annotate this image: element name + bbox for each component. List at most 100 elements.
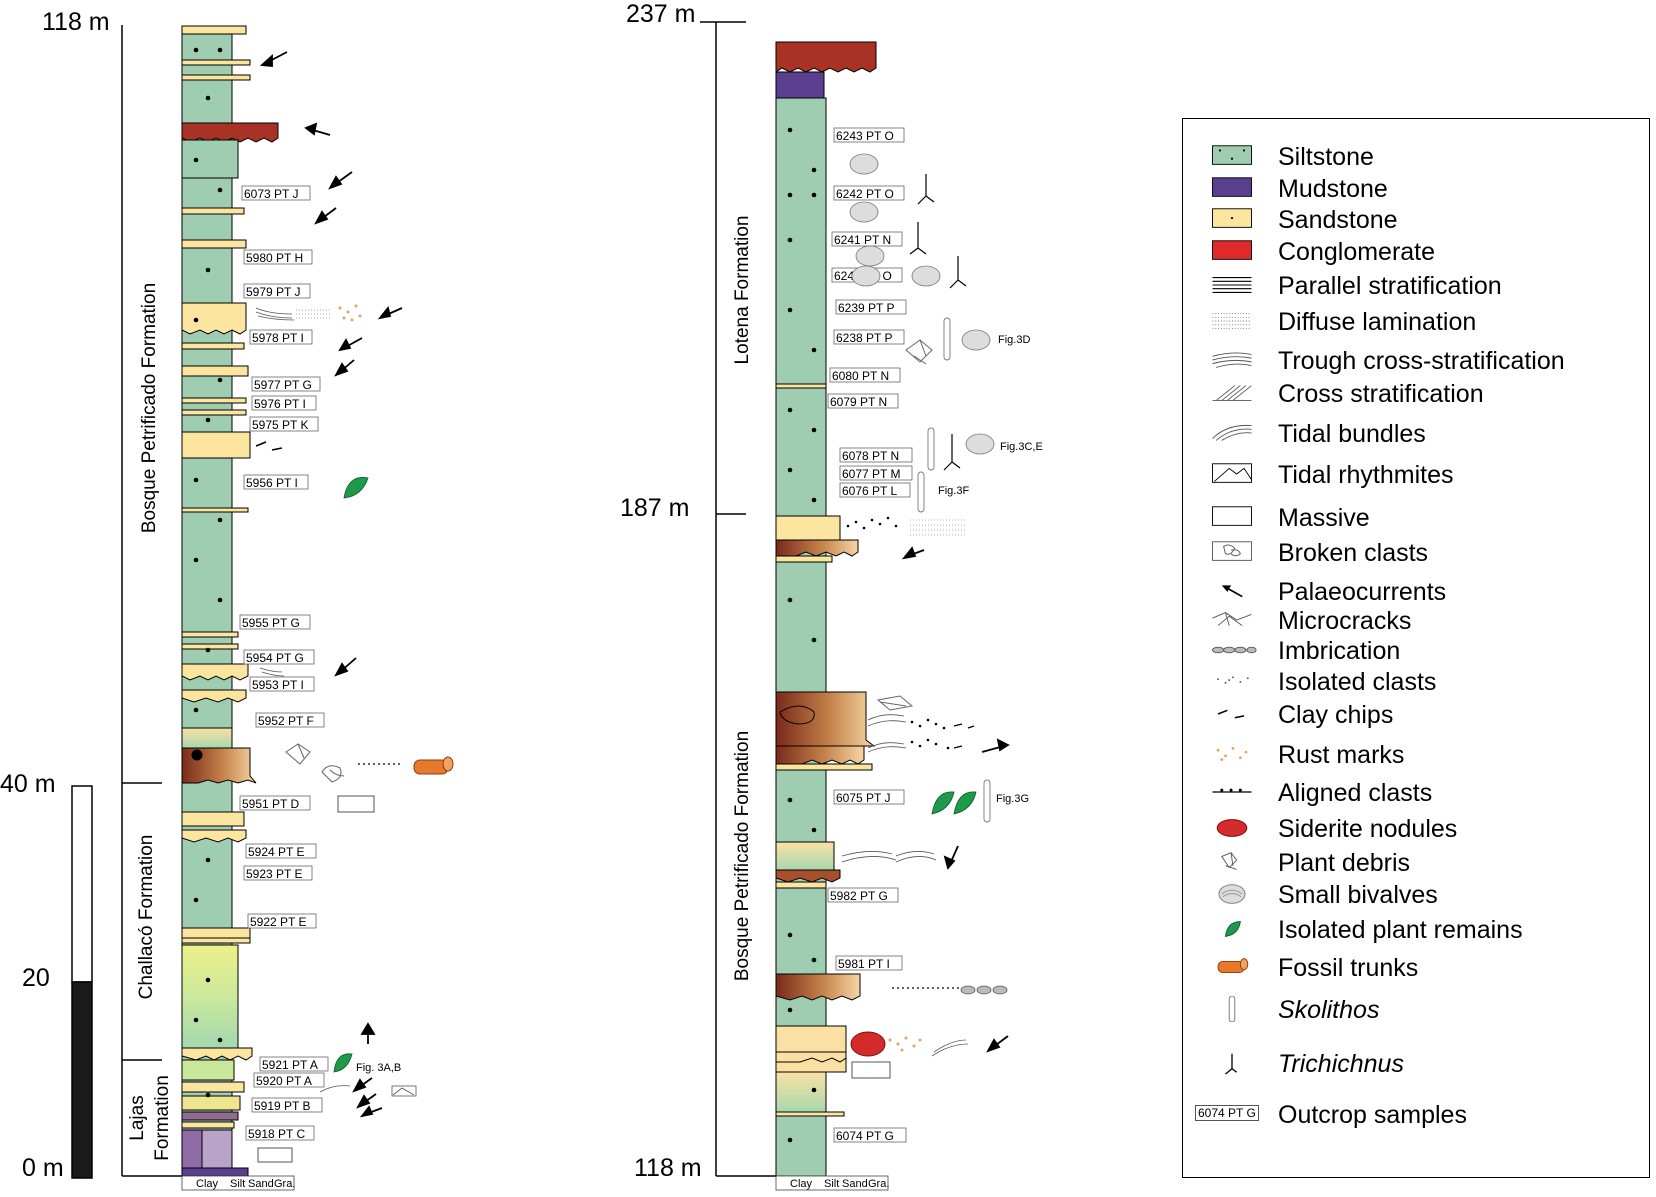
legend-label: Parallel stratification	[1278, 272, 1502, 300]
legend-label: Isolated plant remains	[1278, 916, 1523, 944]
legend-label: Cross stratification	[1278, 380, 1484, 408]
sandstone-icon	[1212, 208, 1252, 228]
sample-label: 6076 PT L	[842, 484, 897, 498]
left-formation-lajas-2: Formation	[152, 1075, 173, 1161]
left-formation-bosque: Bosque Petrificado Formation	[139, 283, 160, 533]
legend-item-fossil-trunks: Fossil trunks	[1183, 952, 1651, 986]
outcrop-sample-icon: 6074 PT G	[1195, 1105, 1259, 1121]
sample-label: 5922 PT E	[250, 915, 306, 929]
imbrication-right	[960, 985, 1008, 995]
sample-label: 5921 PT A	[262, 1058, 318, 1072]
trichichnus-icon	[1225, 1053, 1238, 1075]
fig-reference: Fig.3F	[938, 485, 969, 497]
sample-label: 5978 PT I	[252, 331, 304, 345]
legend-label: Aligned clasts	[1278, 779, 1433, 807]
right-mid-depth-label: 187 m	[620, 494, 689, 522]
skolithos-icons	[917, 317, 991, 823]
fig-reference: Fig.3C,E	[1000, 441, 1043, 453]
right-clasts-symbols	[846, 516, 950, 750]
legend-item-diffuse-lamination: Diffuse lamination	[1183, 306, 1651, 340]
sample-label: 5920 PT A	[256, 1074, 312, 1088]
sample-label: 5954 PT G	[246, 651, 304, 665]
sample-label: 5952 PT F	[258, 714, 314, 728]
diffuse-lamination-right	[910, 519, 966, 536]
tidal-rhythmites-icon	[1212, 463, 1252, 483]
legend-label: Isolated clasts	[1278, 668, 1437, 696]
legend-item-parallel-stratification: Parallel stratification	[1183, 270, 1651, 304]
sample-label: 5951 PT D	[242, 797, 299, 811]
fig-reference: Fig. 3A,B	[356, 1062, 401, 1074]
left-column-dots	[193, 47, 223, 1098]
legend-item-clay-chips: Clay chips	[1183, 699, 1651, 733]
legend-item-skolithos: Skolithos	[1183, 994, 1651, 1028]
left-formation-lajas-1: Lajas	[127, 1095, 148, 1140]
fig-reference: Fig.3G	[996, 793, 1029, 805]
cross-stratification-icon	[1212, 385, 1252, 401]
left-mid-depth-label: 40 m	[0, 770, 56, 798]
legend-item-rust-marks: Rust marks	[1183, 739, 1651, 773]
legend-label: Trough cross-stratification	[1278, 347, 1565, 375]
right-formation-lotena: Lotena Formation	[732, 216, 753, 365]
small-bivalves-icons	[849, 153, 995, 455]
legend-label: Rust marks	[1278, 741, 1405, 769]
grain-axis-label: Clay	[790, 1178, 813, 1190]
grain-axis-label: Gra.	[274, 1178, 295, 1190]
legend-label: Palaeocurrents	[1278, 578, 1447, 606]
cross-stratification-right	[841, 714, 969, 1057]
legend-item-tidal-bundles: Tidal bundles	[1183, 418, 1651, 452]
sample-label: 6080 PT N	[832, 369, 889, 383]
legend-label: Trichichnus	[1278, 1050, 1404, 1078]
sample-label: 6243 PT O	[836, 129, 894, 143]
sample-label: 6074 PT G	[836, 1129, 894, 1143]
legend-label: Mudstone	[1278, 175, 1388, 203]
sample-label: 6077 PT M	[842, 467, 900, 481]
legend-item-imbrication: Imbrication	[1183, 635, 1651, 669]
legend-label: Tidal bundles	[1278, 420, 1426, 448]
diffuse-lamination-icon	[1212, 313, 1252, 329]
legend-item-outcrop-sample: 6074 PT G Outcrop samples	[1183, 1099, 1651, 1133]
right-column-dots	[787, 127, 817, 1143]
legend-label: Microcracks	[1278, 607, 1412, 635]
sample-label: 5977 PT G	[254, 378, 312, 392]
legend-label: Broken clasts	[1278, 539, 1429, 567]
trichichnus-icons	[909, 174, 967, 471]
legend-item-siderite-nodules: Siderite nodules	[1183, 813, 1651, 847]
isolated-plant-remains-icon	[343, 477, 369, 499]
legend-item-trichichnus: Trichichnus	[1183, 1048, 1651, 1082]
grain-axis-label: Clay	[196, 1178, 219, 1190]
legend-item-small-bivalves: Small bivalves	[1183, 879, 1651, 913]
conglomerate-icon	[1212, 240, 1252, 260]
right-grain-size-axis: Clay Silt Sand Gra.	[775, 1175, 889, 1191]
left-formation-challaco: Challacó Formation	[136, 835, 157, 1000]
left-sedimentary-symbols	[255, 304, 454, 1163]
grain-axis-label: Sand	[842, 1178, 868, 1190]
rust-marks-icon	[1216, 747, 1248, 761]
sample-label: 6079 PT N	[830, 395, 887, 409]
left-log: 118 m 40 m 20 0 m Bosque Petrificado For…	[0, 8, 454, 1191]
sample-label: 5982 PT G	[830, 889, 888, 903]
isolated-clasts-icon	[1217, 676, 1249, 684]
legend-item-isolated-clasts: Isolated clasts	[1183, 666, 1651, 700]
legend-item-sandstone: Sandstone	[1183, 204, 1651, 238]
legend-label: Sandstone	[1278, 206, 1398, 234]
legend-label: Plant debris	[1278, 849, 1411, 877]
sample-label: 5955 PT G	[242, 616, 300, 630]
aligned-clasts-icon	[1212, 788, 1252, 793]
sample-label: 5918 PT C	[248, 1127, 305, 1141]
skolithos-icon	[1228, 996, 1236, 1022]
sample-label: 6242 PT O	[836, 187, 894, 201]
mudstone-icon	[1212, 177, 1252, 197]
broken-clasts-icon	[1212, 541, 1252, 561]
sample-label: 6241 PT N	[834, 233, 891, 247]
right-sample-labels: 6243 PT O 6242 PT O 6241 PT N 6240 PT O …	[827, 127, 1043, 1143]
left-grain-size-axis: Clay Silt Sand Gra.	[181, 1175, 295, 1191]
clay-chips-icon	[1217, 709, 1245, 719]
legend-item-mudstone: Mudstone	[1183, 173, 1651, 207]
sample-label: 6073 PT J	[244, 187, 298, 201]
sample-label: 5953 PT I	[252, 678, 304, 692]
isolated-plant-remains-icon	[953, 791, 977, 815]
legend-item-siltstone: Siltstone	[1183, 141, 1651, 175]
left-lithology-column	[181, 25, 279, 1177]
isolated-plant-remains-icon	[333, 1053, 353, 1073]
